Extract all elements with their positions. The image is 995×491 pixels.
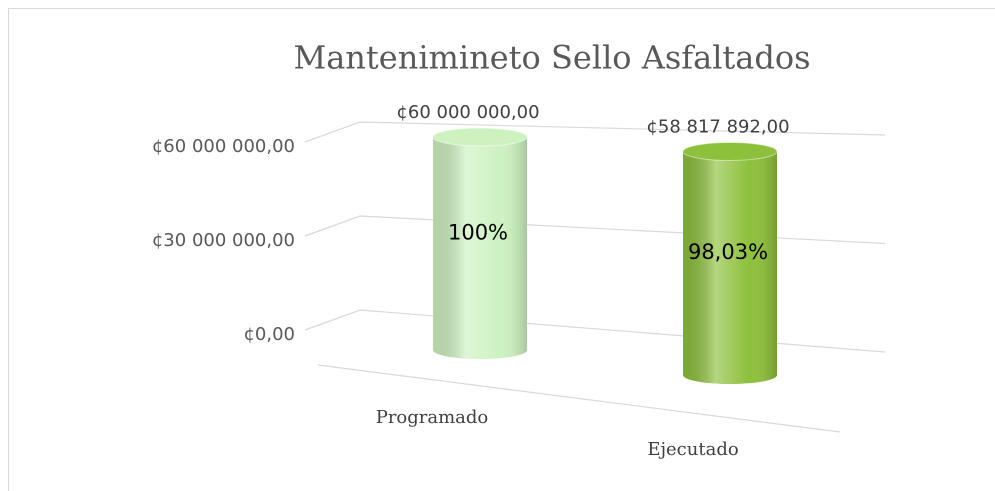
chart-frame	[8, 8, 995, 491]
bar-top	[432, 127, 528, 147]
value-label: ¢58 817 892,00	[646, 116, 789, 137]
x-tick-label: Ejecutado	[647, 439, 738, 460]
grid-line	[304, 309, 886, 353]
grid-line	[304, 215, 886, 245]
percent-label: 98,03%	[688, 240, 768, 264]
x-tick-label: Programado	[376, 407, 489, 428]
bar-top	[682, 141, 778, 161]
bar-shade	[433, 137, 527, 359]
grid-line	[304, 121, 886, 143]
y-tick-label: ¢0,00	[243, 324, 295, 345]
y-tick-label: ¢60 000 000,00	[152, 136, 295, 157]
y-tick-label: ¢30 000 000,00	[152, 230, 295, 251]
bar-shade	[683, 151, 777, 384]
percent-label: 100%	[448, 221, 508, 245]
floor-edge	[317, 364, 841, 433]
chart-title: Mantenimineto Sello Asfaltados	[293, 39, 810, 77]
value-label: ¢60 000 000,00	[396, 102, 539, 123]
